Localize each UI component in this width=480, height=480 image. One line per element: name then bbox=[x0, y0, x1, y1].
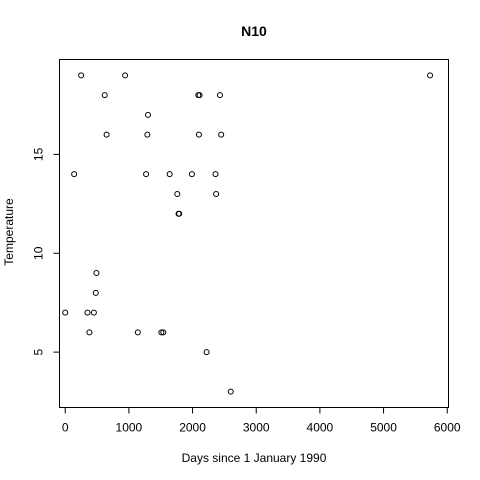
x-tick-label: 5000 bbox=[370, 421, 397, 435]
x-tick-label: 0 bbox=[62, 421, 69, 435]
data-point bbox=[213, 190, 220, 197]
data-point bbox=[90, 309, 97, 316]
y-tick-label: 15 bbox=[32, 147, 46, 161]
data-point bbox=[166, 171, 173, 178]
data-point bbox=[196, 92, 203, 99]
data-point bbox=[427, 72, 434, 79]
data-point bbox=[203, 349, 210, 356]
data-point bbox=[188, 171, 195, 178]
data-point bbox=[160, 329, 167, 336]
data-point bbox=[71, 171, 78, 178]
data-point bbox=[212, 171, 219, 178]
y-tick-label: 10 bbox=[32, 246, 46, 260]
data-point bbox=[62, 309, 69, 316]
y-tick-label: 5 bbox=[32, 348, 46, 355]
data-point bbox=[86, 329, 93, 336]
x-axis: 0 1000 2000 3000 4000 5000 6000 bbox=[62, 407, 461, 435]
plot-frame bbox=[59, 59, 449, 408]
data-point bbox=[78, 72, 85, 79]
data-point bbox=[174, 190, 181, 197]
x-tick-label: 4000 bbox=[307, 421, 334, 435]
data-point bbox=[92, 289, 99, 296]
data-point bbox=[216, 92, 223, 99]
data-point bbox=[84, 309, 91, 316]
data-point bbox=[218, 131, 225, 138]
x-tick-label: 6000 bbox=[434, 421, 461, 435]
data-point bbox=[227, 388, 234, 395]
data-point bbox=[144, 131, 151, 138]
data-point bbox=[122, 72, 129, 79]
y-axis: 5 10 15 bbox=[32, 147, 60, 355]
x-tick-label: 1000 bbox=[116, 421, 143, 435]
data-point bbox=[158, 329, 165, 336]
x-axis-label: Days since 1 January 1990 bbox=[182, 451, 327, 465]
data-point bbox=[134, 329, 141, 336]
data-point bbox=[195, 131, 202, 138]
data-point bbox=[176, 210, 183, 217]
data-point bbox=[101, 92, 108, 99]
data-point bbox=[144, 111, 151, 118]
data-point bbox=[103, 131, 110, 138]
x-tick-label: 3000 bbox=[243, 421, 270, 435]
x-tick-label: 2000 bbox=[179, 421, 206, 435]
data-points bbox=[62, 72, 434, 395]
data-point bbox=[93, 270, 100, 277]
data-point bbox=[143, 171, 150, 178]
chart-title: N10 bbox=[241, 23, 267, 39]
y-axis-label: Temperature bbox=[2, 198, 16, 266]
